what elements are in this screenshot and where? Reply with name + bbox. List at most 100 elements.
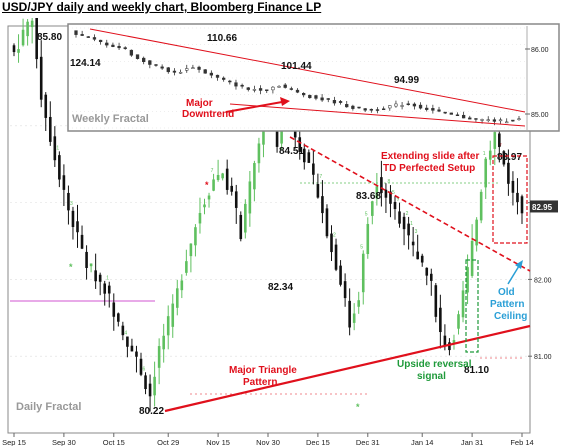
daily-candle-body	[157, 346, 161, 368]
weekly-candle-body	[80, 34, 84, 36]
y-tick-label: 81.00	[534, 354, 552, 361]
daily-candle-body	[498, 133, 501, 148]
weekly-downtrend-upper	[89, 28, 526, 113]
last-price-box	[530, 200, 558, 213]
daily-candle-body	[144, 375, 147, 390]
td-count-mark: 1	[483, 151, 486, 157]
daily-candle-body	[461, 290, 465, 318]
x-tick-label: Sep 30	[52, 438, 76, 446]
label-83-68: 83.68	[356, 191, 381, 202]
daily-candle-body	[121, 325, 125, 336]
daily-candle-body	[162, 335, 165, 350]
daily-candle-body	[443, 335, 447, 346]
weekly-candle-body	[388, 105, 392, 109]
daily-candle-body	[67, 192, 70, 211]
daily-candle-body	[112, 302, 116, 317]
daily-candle-body	[502, 151, 506, 165]
major-downtrend-line1: Major	[186, 98, 213, 109]
daily-candle-body	[402, 216, 406, 230]
daily-candle-body	[348, 300, 351, 328]
weekly-candle-body	[492, 119, 497, 122]
label-82-34: 82.34	[268, 282, 293, 293]
daily-candle-body	[280, 128, 283, 144]
triangle-support-line	[164, 324, 531, 413]
daily-candle-body	[89, 263, 93, 267]
weekly-candle-body	[363, 108, 367, 111]
label-81-10: 81.10	[464, 365, 489, 376]
daily-candle-body	[198, 212, 202, 224]
weekly-candle-body	[474, 118, 478, 120]
ceiling-callout-line2: Pattern	[490, 299, 524, 310]
daily-candle-body	[189, 243, 193, 257]
x-tick-label: Dec 15	[306, 438, 330, 446]
x-tick-label: Sep 15	[2, 438, 26, 446]
daily-candle-body	[380, 177, 383, 194]
weekly-candle-body	[369, 108, 373, 111]
daily-candle-body	[80, 234, 84, 249]
weekly-candle-body	[437, 109, 441, 112]
daily-candle-body	[175, 288, 179, 308]
daily-candle-body	[53, 136, 57, 161]
daily-candle-body	[316, 184, 320, 198]
daily-candle-body	[429, 273, 433, 281]
daily-candle-body	[457, 314, 460, 329]
daily-fractal-label: Daily Fractal	[16, 401, 81, 413]
daily-candle-body	[221, 173, 224, 179]
daily-candle-body	[26, 21, 29, 37]
daily-candle-body	[48, 116, 52, 142]
label-83-97: 83.97	[497, 152, 522, 163]
daily-candle-body	[203, 204, 206, 208]
weekly-candle-body	[295, 89, 300, 93]
td-count-mark: 2	[406, 211, 409, 217]
weekly-candle-body	[178, 71, 183, 74]
major-downtrend-arrowhead	[280, 97, 290, 106]
ceiling-arrow	[507, 265, 520, 285]
weekly-candle-body	[142, 57, 146, 62]
x-tick-label: Feb 14	[510, 438, 533, 446]
td-count-mark: 6	[143, 366, 146, 372]
weekly-candle-body	[283, 84, 287, 88]
ceiling-callout-line1: Old	[498, 287, 515, 298]
weekly-y-axis: 86.00 85.00	[525, 26, 549, 130]
weekly-candle-body	[431, 108, 435, 111]
daily-candle-body	[58, 155, 61, 180]
last-price-label: 82.95	[532, 203, 553, 212]
daily-candle-body	[148, 383, 152, 397]
daily-candle-body	[416, 251, 419, 260]
daily-candle-body	[153, 376, 156, 396]
weekly-candle-body	[375, 109, 380, 111]
weekly-candle-body	[320, 97, 324, 101]
weekly-candle-body	[111, 44, 115, 47]
weekly-candle-body	[498, 119, 503, 122]
daily-candle-body	[411, 241, 415, 246]
daily-candle-body	[253, 163, 256, 190]
daily-candle-body	[307, 152, 311, 163]
weekly-candle-body	[461, 114, 466, 119]
td-count-mark: 5	[365, 211, 368, 217]
daily-candle-body	[511, 180, 515, 193]
daily-candle-body	[398, 211, 401, 224]
daily-candle-body	[343, 281, 347, 299]
x-tick-label: Jan 31	[461, 438, 484, 446]
daily-candle-body	[185, 261, 188, 273]
weekly-candle-body	[271, 86, 275, 91]
x-tick-label: Dec 31	[356, 438, 380, 446]
ceiling-arrowhead	[515, 260, 523, 269]
weekly-candle-body	[443, 111, 447, 114]
weekly-candle-body	[406, 103, 410, 105]
weekly-candle-body	[86, 36, 90, 38]
daily-candle-body	[439, 307, 442, 333]
reversal-callout-line1: Upside reversal	[397, 359, 472, 370]
weekly-candle-body	[314, 95, 318, 99]
daily-candle-body	[171, 303, 175, 327]
td-count-mark: 8	[387, 179, 390, 185]
daily-candle-body	[216, 175, 220, 180]
daily-candle-body	[339, 265, 342, 285]
daily-candle-body	[375, 186, 379, 199]
reversal-callout-line2: signal	[417, 371, 446, 382]
label-80-22: 80.22	[139, 406, 164, 417]
daily-candle-body	[466, 267, 469, 293]
daily-candle-body	[117, 313, 120, 322]
daily-candle-body	[475, 219, 478, 246]
weekly-candle-body	[455, 114, 460, 117]
